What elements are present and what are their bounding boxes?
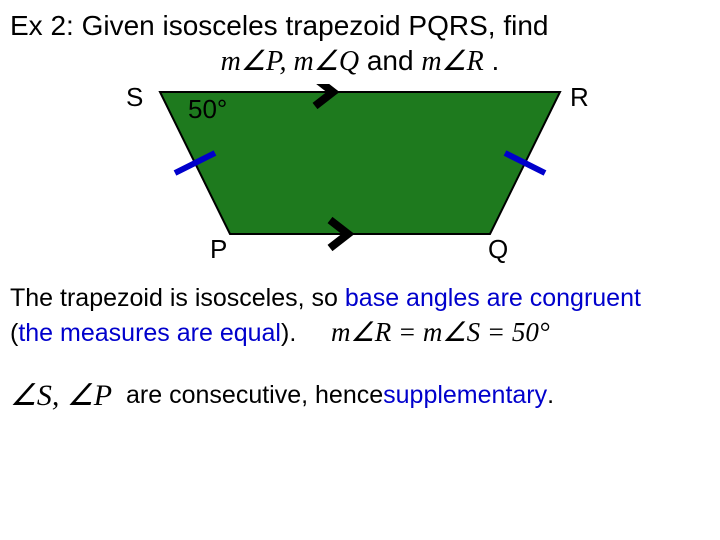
m-angle-R: m∠R <box>421 46 483 77</box>
base-angles-phrase: base angles are congruent <box>345 284 641 312</box>
title-prefix: Ex 2: Given isosceles trapezoid PQRS, fi… <box>10 10 548 41</box>
sep: , <box>280 46 294 77</box>
result-equation: m∠R = m∠S = 50° <box>331 317 550 347</box>
measures-equal: the measures are equal <box>18 319 281 347</box>
explain-pre: The trapezoid is isosceles, so <box>10 284 345 312</box>
m-angle-Q: m∠Q <box>294 46 360 77</box>
m-angle-P: m∠P <box>221 46 280 77</box>
title-line-1: Ex 2: Given isosceles trapezoid PQRS, fi… <box>10 10 710 42</box>
period: . <box>484 45 500 76</box>
angles-S-P: ∠S, ∠P <box>10 378 112 413</box>
explanation-block: The trapezoid is isosceles, so base angl… <box>10 282 710 350</box>
supplementary-word: supplementary <box>383 381 547 410</box>
and: and <box>367 45 422 76</box>
angle-50: 50° <box>188 94 227 125</box>
paren-close: ). <box>281 319 296 347</box>
trapezoid-svg <box>10 84 710 264</box>
trapezoid-diagram: S R P Q 50° <box>10 84 710 264</box>
label-P: P <box>210 234 227 265</box>
label-S: S <box>126 82 143 113</box>
label-Q: Q <box>488 234 508 265</box>
consecutive-text: are consecutive, hence <box>126 381 383 410</box>
supplementary-period: . <box>547 381 554 410</box>
supplementary-line: ∠S, ∠P are consecutive, hence supplement… <box>10 378 710 413</box>
title-line-2: m∠P, m∠Q and m∠R . <box>10 44 710 78</box>
label-R: R <box>570 82 589 113</box>
